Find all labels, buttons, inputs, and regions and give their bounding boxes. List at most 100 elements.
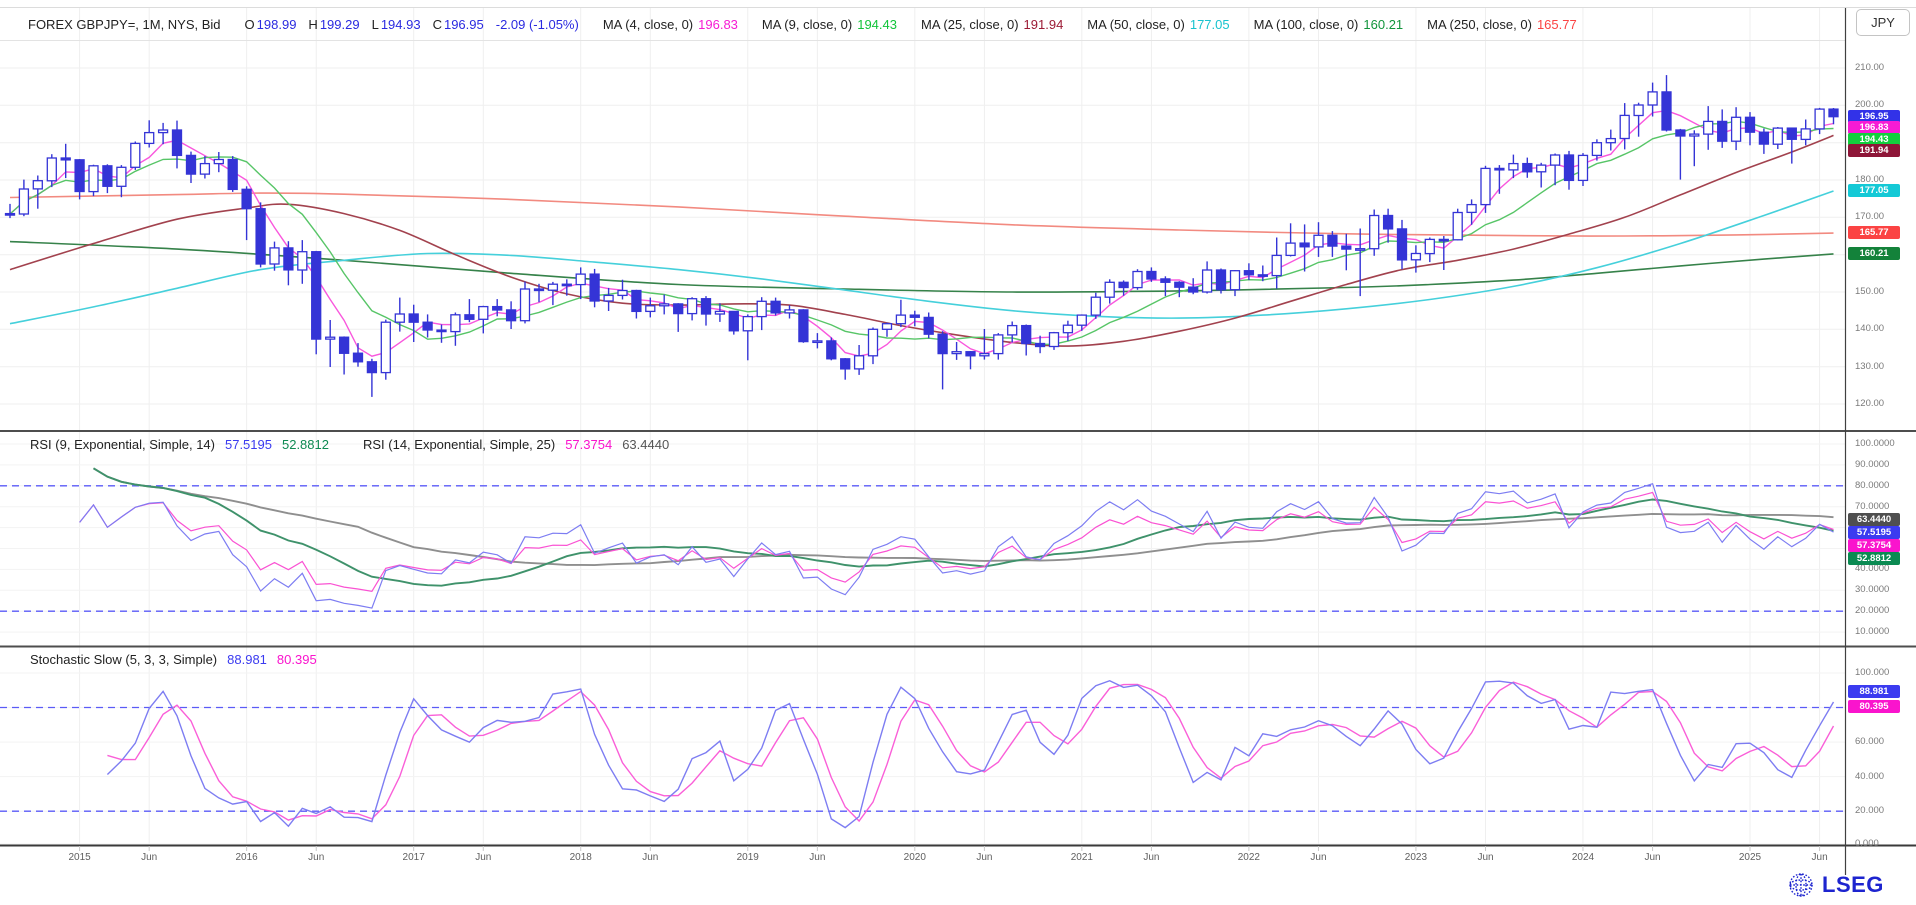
rsi-lines [79, 467, 1834, 609]
rsi-tick: 30.0000 [1855, 584, 1890, 596]
rsi1-label: RSI (9, Exponential, Simple, 14) [30, 437, 215, 452]
time-axis-label: Jun [1477, 852, 1494, 863]
price-tick: 140.00 [1855, 323, 1885, 335]
axis-badge: 57.3754 [1848, 539, 1900, 553]
candles-layer [4, 75, 1839, 397]
price-tick: 180.00 [1855, 173, 1885, 185]
overbought-oversold-lines [0, 485, 1845, 812]
rsi-tick: 70.0000 [1855, 500, 1890, 512]
axis-badge: 63.4440 [1848, 513, 1900, 527]
stoch-d-value: 80.395 [276, 652, 317, 667]
time-axis-label: 2023 [1404, 852, 1428, 863]
ma4-line [9, 109, 1834, 357]
ma100-legend: MA (100, close, 0) 160.21 [1253, 16, 1404, 32]
rsi2-value: 57.3754 [565, 437, 613, 452]
axis-badge: 80.395 [1848, 699, 1900, 713]
price-tick: 150.00 [1855, 285, 1885, 297]
ma250-legend: MA (250, close, 0) 165.77 [1427, 16, 1577, 32]
axis-badge: 196.83 [1848, 121, 1900, 135]
time-axis-label: 2017 [402, 852, 425, 863]
close-value: 196.95 [443, 16, 484, 32]
rsi-tick: 80.0000 [1855, 479, 1890, 491]
axis-badge: 52.8812 [1848, 552, 1900, 566]
time-axis-label: 2019 [736, 852, 759, 863]
lseg-globe-icon [1789, 873, 1813, 897]
stoch-pane-header: Stochastic Slow (5, 3, 3, Simple) 88.981… [30, 652, 317, 667]
time-axis-label: 2016 [235, 852, 258, 863]
rsi2-label: RSI (14, Exponential, Simple, 25) [362, 437, 556, 452]
stoch-label: Stochastic Slow (5, 3, 3, Simple) [30, 652, 218, 667]
open-label: O [244, 16, 255, 32]
instrument-title: FOREX GBPJPY=, 1M, NYS, Bid [28, 16, 221, 32]
ma4-legend: MA (4, close, 0) 196.83 [602, 16, 738, 32]
rsi-tick: 10.0000 [1855, 626, 1890, 638]
time-axis-label: 2018 [569, 852, 592, 863]
axis-badge: 177.05 [1848, 184, 1900, 197]
time-axis-label: Jun [475, 852, 492, 863]
price-tick: 120.00 [1855, 397, 1885, 409]
time-axis-label: 2025 [1738, 852, 1762, 863]
time-axis-label: Jun [1811, 852, 1828, 863]
price-tick: 200.00 [1855, 99, 1885, 111]
currency-selector-button[interactable]: JPY [1856, 9, 1910, 36]
stoch-tick: 60.000 [1855, 736, 1885, 748]
rsi1-signal-value: 52.8812 [281, 437, 329, 452]
ma250-line [9, 192, 1834, 237]
stoch-tick: 20.000 [1855, 805, 1885, 817]
axis-badge: 160.21 [1848, 246, 1900, 260]
fast-ma-lines [9, 109, 1834, 357]
high-label: H [308, 16, 318, 32]
change-value: -2.09 (-1.05%) [495, 16, 579, 32]
time-axis-label: 2015 [68, 852, 91, 863]
pane-dividers [0, 7, 1916, 875]
high-value: 199.29 [319, 16, 360, 32]
ma9-line [9, 120, 1834, 346]
time-axis-label: Jun [308, 852, 325, 863]
time-axis-label: 2021 [1070, 852, 1093, 863]
price-tick: 210.00 [1855, 62, 1885, 73]
axis-badge: 194.43 [1848, 132, 1900, 146]
rsi-tick: 90.0000 [1855, 458, 1890, 470]
time-axis-label: 2024 [1571, 852, 1595, 863]
time-axis-label: Jun [642, 852, 659, 863]
stoch-tick: 100.000 [1855, 667, 1890, 678]
rsi-tick: 100.0000 [1855, 438, 1895, 449]
open-value: 198.99 [256, 16, 297, 32]
stoch-lines [106, 679, 1835, 829]
time-axis-label: Jun [976, 852, 993, 863]
rsi-pane-header: RSI (9, Exponential, Simple, 14) 57.5195… [30, 437, 669, 452]
vertical-gridlines [79, 8, 1821, 845]
rsi14-signal-line [93, 467, 1834, 567]
rsi-tick: 40.0000 [1855, 563, 1890, 575]
ma25-line [9, 134, 1834, 347]
rsi9-line [79, 482, 1834, 609]
low-value: 194.93 [380, 16, 421, 32]
stoch-k-line [106, 679, 1835, 829]
ma100-line [9, 240, 1834, 293]
ma50-legend: MA (50, close, 0) 177.05 [1087, 16, 1230, 32]
stoch-k-value: 88.981 [227, 652, 267, 667]
rsi1-value: 57.5195 [224, 437, 272, 452]
rsi-tick: 20.0000 [1855, 605, 1890, 617]
axis-badge: 57.5195 [1848, 526, 1900, 540]
axis-badge: 191.94 [1848, 144, 1900, 158]
time-axis-label: 2020 [903, 852, 926, 863]
time-axis-label: Jun [809, 852, 826, 863]
axis-badge: 165.77 [1848, 226, 1900, 240]
axis-badge: 196.95 [1848, 109, 1900, 123]
price-tick: 130.00 [1855, 360, 1885, 372]
rsi14-line [79, 491, 1834, 592]
stoch-tick: 0.000 [1855, 838, 1879, 849]
price-tick: 170.00 [1855, 211, 1885, 223]
ma9-legend: MA (9, close, 0) 194.43 [761, 16, 897, 32]
time-axis-label: Jun [1143, 852, 1160, 863]
lseg-logo-text: LSEG [1822, 872, 1884, 897]
time-axis-label: Jun [141, 852, 158, 863]
time-axis-label: Jun [1310, 852, 1327, 863]
time-axis-label: Jun [1644, 852, 1661, 863]
low-label: L [371, 16, 379, 32]
chart-header: FOREX GBPJPY=, 1M, NYS, Bid O 198.99 H 199… [28, 9, 1577, 39]
ohlc-group: O 198.99 H 199.29 L 194.93 C 196.95 -2.09 (-… [245, 17, 579, 32]
